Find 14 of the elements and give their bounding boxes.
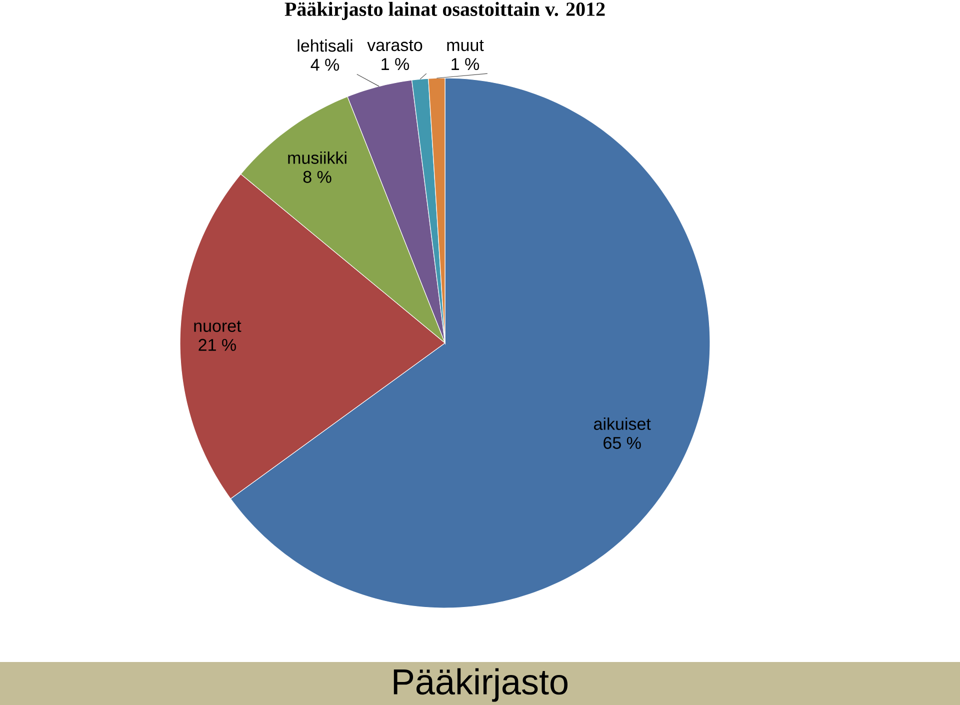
data-label: 1 % xyxy=(452,58,480,70)
slice-label: lehtisali xyxy=(298,39,352,52)
text: Pääkirjasto xyxy=(394,668,568,702)
slice-label: nuoret xyxy=(194,320,242,332)
slice-label: aikuiset xyxy=(594,417,651,430)
data-label: 65 % xyxy=(604,436,641,449)
data-label: 4 % xyxy=(310,58,340,71)
data-label: 8 % xyxy=(303,170,332,183)
data-label: 1 % xyxy=(382,58,410,70)
slice-label: varasto xyxy=(367,40,422,52)
data-label: 21 % xyxy=(198,338,236,351)
slice-label: muut xyxy=(447,40,484,52)
slice-label: musiikki xyxy=(288,151,346,164)
chart-title: Pääkirjasto lainat osastoittain v. 2012 xyxy=(284,2,605,20)
